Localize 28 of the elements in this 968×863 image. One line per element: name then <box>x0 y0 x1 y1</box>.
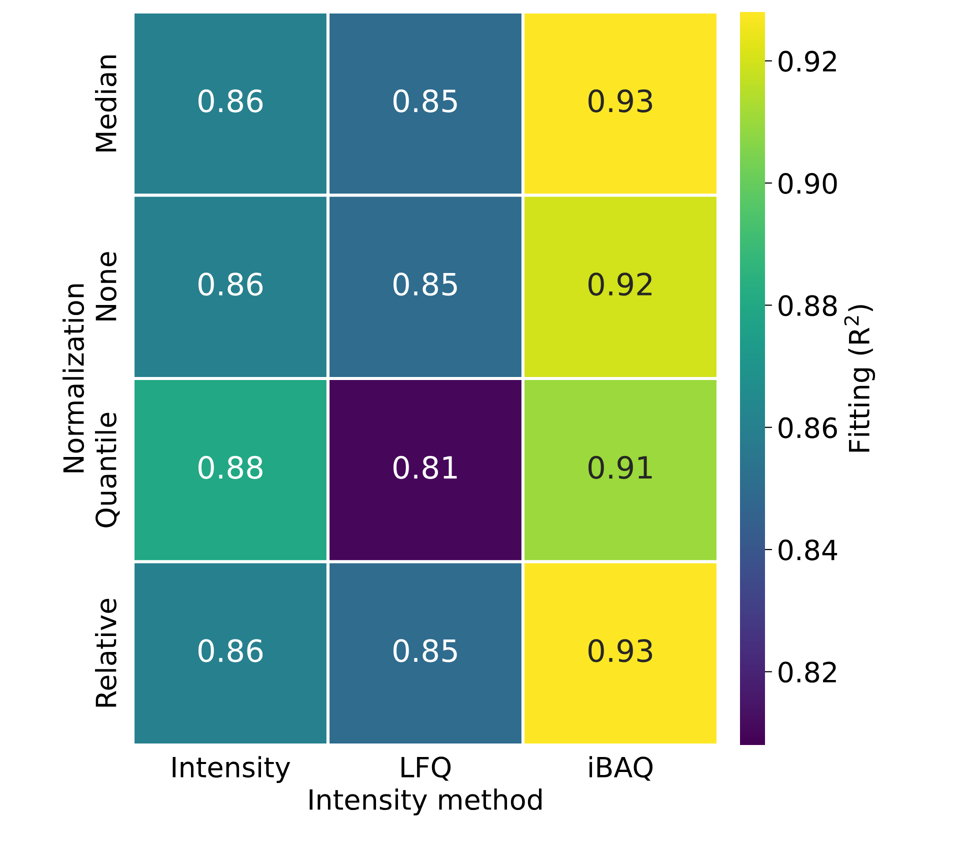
data-label: 0.93 <box>588 89 652 112</box>
x-tick-label: Intensity <box>172 756 290 783</box>
color-bar-title: Fitting (R$^{2}$) <box>844 305 876 452</box>
data-label: 0.86 <box>198 272 263 296</box>
y-tick-label: Median <box>95 55 117 152</box>
data-label: 0.85 <box>394 639 457 662</box>
color-bar-label: 0.88 <box>778 295 837 316</box>
data-label: 0.86 <box>198 639 263 662</box>
data-label: 0.81 <box>394 456 457 479</box>
color-bar-label: 0.86 <box>778 417 837 438</box>
y-tick-label: Relative <box>95 598 117 707</box>
x-axis-title: Intensity method <box>310 788 542 816</box>
x-tick-label: iBAQ <box>590 756 653 781</box>
data-label: 0.92 <box>588 272 652 296</box>
x-tick-label: LFQ <box>402 756 451 781</box>
y-tick-label: Quantile <box>95 412 120 528</box>
data-label: 0.88 <box>198 456 262 479</box>
color-bar-label: 0.90 <box>778 172 837 194</box>
data-label: 0.86 <box>198 89 263 112</box>
color-bar-label: 0.84 <box>778 539 838 560</box>
color-bar-label: 0.92 <box>778 50 836 72</box>
y-axis-title: Normalization <box>62 284 84 472</box>
data-label: 0.85 <box>394 89 457 112</box>
y-tick-label: None <box>96 252 117 320</box>
data-label: 0.93 <box>588 639 652 662</box>
data-label: 0.85 <box>394 272 457 296</box>
color-bar-label: 0.82 <box>778 662 836 683</box>
data-label: 0.91 <box>588 456 652 479</box>
